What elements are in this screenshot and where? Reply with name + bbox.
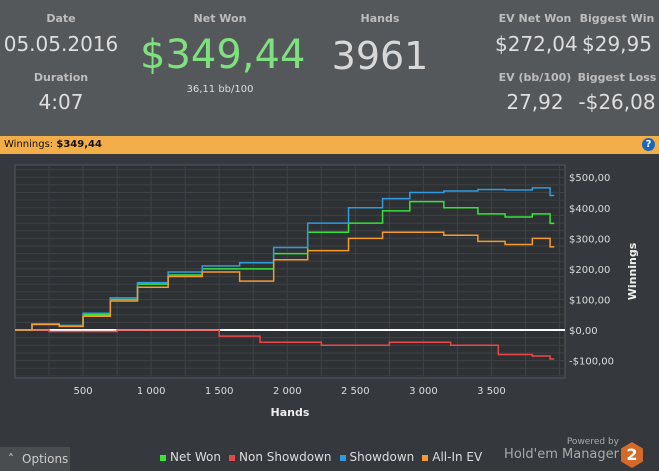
legend-label: All-In EV bbox=[432, 450, 483, 464]
y-tick-label: $200,00 bbox=[569, 265, 610, 276]
x-tick-label: 3 000 bbox=[409, 386, 438, 397]
hands-label: Hands bbox=[360, 12, 400, 25]
legend-swatch bbox=[422, 454, 429, 461]
hands-value: 3961 bbox=[331, 34, 429, 78]
y-tick-label: $400,00 bbox=[569, 204, 610, 215]
winnings-bar: Winnings: $349,44 ? bbox=[0, 136, 659, 154]
legend-item[interactable]: Net Won bbox=[160, 450, 221, 464]
winnings-chart: 500 1 000 1 500 2 000 2 500 3 000 3 500 -$100,0… bbox=[14, 164, 639, 419]
date-value: 05.05.2016 bbox=[3, 32, 119, 56]
duration-value: 4:07 bbox=[38, 90, 84, 114]
x-tick-label: 1 000 bbox=[137, 386, 166, 397]
y-tick-label: $500,00 bbox=[569, 173, 610, 184]
brand-badge: 2 bbox=[621, 442, 643, 468]
date-label: Date bbox=[46, 12, 76, 25]
ev-bb-value: 27,92 bbox=[506, 90, 564, 114]
ev-net-won-label: EV Net Won bbox=[498, 12, 572, 25]
legend-item[interactable]: Showdown bbox=[339, 450, 415, 464]
legend-swatch bbox=[160, 454, 166, 461]
x-axis-label: Hands bbox=[271, 406, 310, 419]
series-line-all-in-ev bbox=[15, 231, 555, 331]
ev-net-won-value: $272,04 bbox=[495, 32, 578, 56]
brand-logo: Powered by Hold'em Manager bbox=[504, 437, 619, 462]
x-tick-label: 1 500 bbox=[205, 386, 234, 397]
x-tick-label: 3 500 bbox=[477, 386, 506, 397]
help-icon[interactable]: ? bbox=[642, 138, 655, 151]
options-label: Options bbox=[22, 452, 69, 466]
biggest-win-label: Biggest Win bbox=[579, 12, 655, 25]
duration-label: Duration bbox=[33, 71, 89, 84]
legend-swatch bbox=[229, 454, 235, 461]
bb100-value: 36,11 bb/100 bbox=[186, 84, 254, 95]
legend-label: Net Won bbox=[170, 450, 221, 464]
legend-swatch bbox=[339, 454, 346, 461]
brand-name: Hold'em Manager bbox=[504, 447, 619, 462]
series-line-net-won bbox=[15, 200, 555, 331]
net-won-label: Net Won bbox=[193, 12, 247, 25]
powered-by: Powered by bbox=[566, 437, 619, 447]
chevron-up-icon: ˄ bbox=[8, 452, 14, 466]
biggest-win-value: $29,95 bbox=[582, 32, 652, 56]
legend-label: Non Showdown bbox=[239, 450, 332, 464]
legend-item[interactable]: Non Showdown bbox=[229, 450, 332, 464]
y-tick-label: $100,00 bbox=[569, 295, 610, 306]
y-tick-label: -$100,00 bbox=[569, 357, 614, 368]
y-tick-label: $300,00 bbox=[569, 234, 610, 245]
y-axis-label: Winnings bbox=[626, 242, 639, 300]
x-tick-label: 2 500 bbox=[341, 386, 370, 397]
series-line-non-showdown bbox=[15, 329, 555, 360]
legend-item[interactable]: All-In EV bbox=[422, 450, 482, 464]
stats-panel: Date 05.05.2016 Duration 4:07 Net Won $3… bbox=[0, 0, 659, 136]
winnings-value: $349,44 bbox=[56, 139, 102, 150]
biggest-loss-value: -$26,08 bbox=[578, 90, 656, 114]
winnings-label: Winnings: bbox=[4, 139, 54, 150]
options-button[interactable]: ˄ Options bbox=[0, 447, 70, 471]
series-line-showdown bbox=[15, 187, 555, 331]
y-tick-label: $0,00 bbox=[569, 326, 598, 337]
x-tick-label: 500 bbox=[74, 386, 93, 397]
biggest-loss-label: Biggest Loss bbox=[577, 71, 657, 84]
legend-label: Showdown bbox=[349, 450, 415, 464]
x-tick-label: 2 000 bbox=[273, 386, 302, 397]
ev-bb-label: EV (bb/100) bbox=[498, 71, 572, 84]
legend: Net Won Non Showdown Showdown All-In EV bbox=[160, 450, 482, 464]
net-won-value: $349,44 bbox=[140, 32, 306, 78]
